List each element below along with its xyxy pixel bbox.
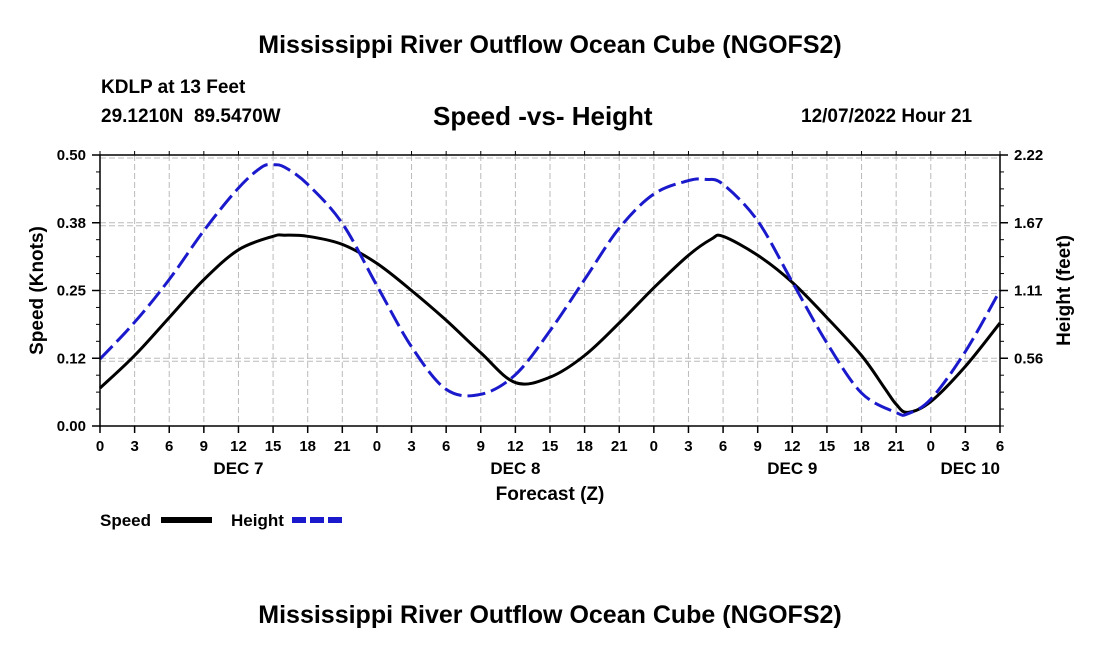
x-tick-label: 6 — [719, 438, 727, 455]
x-tick-label: 15 — [265, 438, 282, 455]
x-tick-label: 12 — [507, 438, 524, 455]
x-tick-label: 15 — [542, 438, 559, 455]
x-tick-label: 6 — [996, 438, 1004, 455]
x-tick-label: 21 — [888, 438, 905, 455]
x-tick-label: 18 — [299, 438, 316, 455]
x-tick-label: 3 — [407, 438, 415, 455]
page-title: Mississippi River Outflow Ocean Cube (NG… — [258, 31, 842, 59]
y-left-tick-label: 0.00 — [57, 418, 86, 435]
x-tick-label: 15 — [819, 438, 836, 455]
issue-time: 12/07/2022 Hour 21 — [801, 106, 973, 127]
y-right-tick-label: 0.56 — [1014, 350, 1043, 367]
day-label: DEC 7 — [213, 459, 263, 478]
x-tick-label: 21 — [334, 438, 351, 455]
series-layer — [98, 163, 1002, 417]
day-label: DEC 9 — [767, 459, 817, 478]
x-axis-label: Forecast (Z) — [496, 484, 605, 505]
x-tick-label: 3 — [130, 438, 138, 455]
legend: Speed Height — [100, 511, 342, 530]
x-tick-label: 6 — [165, 438, 173, 455]
day-label: DEC 8 — [490, 459, 540, 478]
y-left-tick-label: 0.25 — [57, 283, 86, 300]
y-left-tick-label: 0.38 — [57, 215, 86, 232]
x-tick-label: 21 — [611, 438, 628, 455]
footer-title: Mississippi River Outflow Ocean Cube (NG… — [258, 601, 842, 629]
y-axis-left-label: Speed (Knots) — [27, 226, 48, 355]
x-tick-label: 9 — [200, 438, 208, 455]
x-tick-label: 12 — [784, 438, 801, 455]
legend-height-label: Height — [231, 511, 284, 530]
station-name: KDLP at 13 Feet — [101, 77, 246, 98]
series-line-speed — [98, 233, 1002, 414]
legend-speed-label: Speed — [100, 511, 151, 530]
x-tick-label: 0 — [927, 438, 935, 455]
x-tick-label: 12 — [230, 438, 247, 455]
tick-labels: 0 3 6 9 12 15 18 21 0 3 6 9 12 15 18 21 0 3 6 9 12 15 18 21 0 3 6 D… — [57, 147, 1043, 478]
day-label: DEC 10 — [940, 459, 1000, 478]
y-left-tick-label: 0.50 — [57, 147, 86, 164]
x-tick-label: 3 — [684, 438, 692, 455]
series-line-height — [98, 163, 1002, 417]
x-tick-label: 18 — [576, 438, 593, 455]
x-tick-label: 0 — [373, 438, 381, 455]
y-right-tick-label: 2.22 — [1014, 147, 1043, 164]
x-tick-label: 9 — [477, 438, 485, 455]
plot-frame — [99, 154, 1001, 427]
y-right-tick-label: 1.67 — [1014, 215, 1043, 232]
x-tick-label: 0 — [96, 438, 104, 455]
chart-title: Speed -vs- Height — [433, 101, 653, 131]
y-right-tick-label: 1.11 — [1014, 283, 1042, 300]
x-tick-label: 18 — [853, 438, 870, 455]
x-tick-label: 3 — [961, 438, 969, 455]
y-axis-right-label: Height (feet) — [1054, 235, 1075, 346]
x-tick-label: 6 — [442, 438, 450, 455]
x-tick-label: 0 — [650, 438, 658, 455]
grid-lines — [99, 154, 1001, 426]
y-left-tick-label: 0.12 — [57, 350, 86, 367]
x-tick-label: 9 — [754, 438, 762, 455]
station-coords: 29.1210N 89.5470W — [101, 106, 281, 127]
